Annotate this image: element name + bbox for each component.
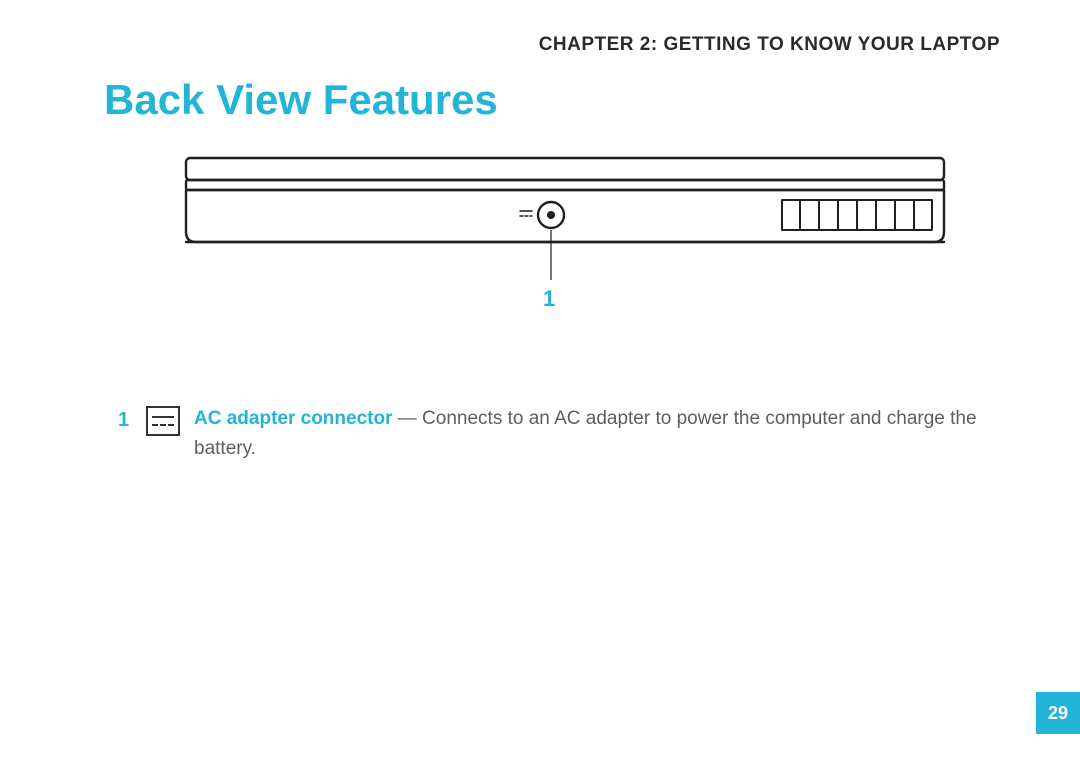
page-number-tab: 29 <box>1036 692 1080 734</box>
feature-label: AC adapter connector <box>194 408 392 429</box>
ac-adapter-connector <box>538 202 564 228</box>
back-view-diagram <box>180 152 950 297</box>
feature-text: AC adapter connector — Connects to an AC… <box>194 404 1000 464</box>
feature-item-1: 1 AC adapter connector — Connects to an … <box>118 404 1000 464</box>
dc-power-icon <box>146 406 180 436</box>
section-title: Back View Features <box>104 76 498 124</box>
callout-number-1: 1 <box>543 286 555 312</box>
manual-page: CHAPTER 2: GETTING TO KNOW YOUR LAPTOP B… <box>0 0 1080 766</box>
feature-index: 1 <box>118 404 132 436</box>
laptop-back-svg <box>180 152 950 292</box>
feature-separator: — <box>392 408 422 429</box>
chapter-header: CHAPTER 2: GETTING TO KNOW YOUR LAPTOP <box>539 34 1000 56</box>
